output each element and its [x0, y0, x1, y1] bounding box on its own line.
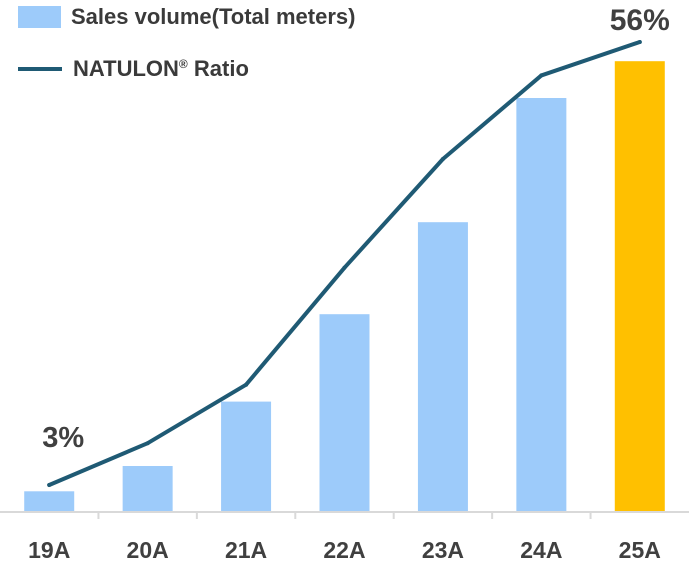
- ratio-label-19a: 3%: [42, 422, 84, 454]
- ratio-point-22a: [342, 265, 347, 270]
- x-axis: [0, 511, 689, 519]
- x-tick-label-25a: 25A: [619, 537, 661, 561]
- ratio-point-25a: [637, 40, 642, 44]
- ratio-line-layer: [47, 40, 642, 487]
- x-tick-label-22a: 22A: [323, 537, 365, 561]
- labels-layer: 19A 20A 21A 22A 23A 24A 25A 3% 56%: [28, 4, 670, 561]
- bar-23a: [417, 222, 468, 512]
- bar-22a: [319, 314, 370, 512]
- bars-layer: [24, 61, 665, 512]
- x-tick-label-19a: 19A: [28, 537, 70, 561]
- legend-label-ratio: Ratio: [187, 56, 249, 81]
- legend-item-natulon-ratio: NATULON® Ratio: [18, 54, 355, 84]
- ratio-point-23a: [440, 157, 445, 162]
- registered-mark: ®: [178, 57, 188, 71]
- x-tick-label-20a: 20A: [127, 537, 169, 561]
- x-tick-label-24a: 24A: [520, 537, 562, 561]
- legend-swatch-bar: [18, 6, 61, 28]
- legend: Sales volume(Total meters) NATULON® Rati…: [18, 2, 355, 106]
- x-tick-label-23a: 23A: [422, 537, 464, 561]
- legend-swatch-line: [18, 67, 62, 71]
- ratio-point-24a: [539, 73, 544, 78]
- legend-label-natulon-ratio: NATULON® Ratio: [73, 56, 249, 82]
- ratio-point-19a: [47, 483, 52, 487]
- bar-20a: [122, 466, 173, 512]
- bar-24a: [516, 98, 567, 512]
- bar-19a: [24, 491, 75, 512]
- bar-21a: [221, 401, 272, 512]
- ratio-point-20a: [145, 441, 150, 446]
- legend-item-sales-volume: Sales volume(Total meters): [18, 2, 355, 32]
- legend-label-natulon: NATULON: [73, 56, 179, 81]
- legend-label-sales-volume: Sales volume(Total meters): [71, 4, 356, 29]
- ratio-point-21a: [244, 382, 249, 387]
- ratio-label-25a: 56%: [610, 4, 670, 37]
- bar-25a: [614, 61, 665, 512]
- x-tick-label-21a: 21A: [225, 537, 267, 561]
